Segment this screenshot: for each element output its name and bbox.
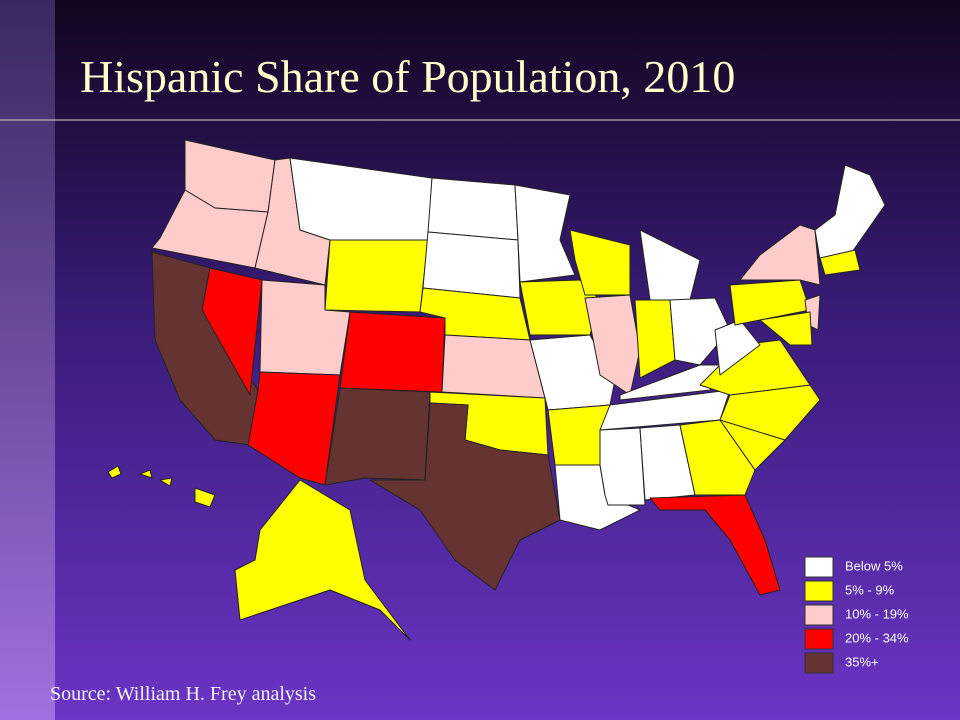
state [201,267,263,396]
state [324,387,431,486]
state [422,231,521,299]
state [514,184,576,283]
state [324,239,429,313]
state [247,371,341,486]
legend: Below 5% 5% - 9% 10% - 19% 20% - 34% 35%+ [804,556,909,674]
state [139,469,153,479]
legend-label: 20% - 34% [845,630,909,645]
legend-swatch [804,556,834,578]
state [669,297,731,366]
legend-swatch [804,628,834,650]
state [599,427,646,506]
legend-label: Below 5% [845,558,903,573]
legend-swatch [804,580,834,602]
state [441,334,546,399]
source: Source: William H. Frey analysis [50,683,316,705]
state [339,311,446,393]
state [819,249,861,276]
state [427,177,519,241]
state [159,477,173,487]
state [107,465,122,479]
state [719,384,821,441]
legend-swatch [804,652,834,674]
state [569,229,631,296]
state [194,487,216,508]
us-map [107,139,886,641]
legend-label: 35%+ [845,654,879,669]
title: Hispanic Share of Population, 2010 [80,51,735,102]
legend-label: 5% - 9% [845,582,895,597]
state [369,402,561,591]
state [679,419,756,496]
legend-swatch [804,604,834,626]
state [584,294,641,396]
state [234,479,411,641]
legend-label: 10% - 19% [845,606,909,621]
state [649,494,781,596]
state [759,311,813,346]
side-strip [0,0,55,720]
